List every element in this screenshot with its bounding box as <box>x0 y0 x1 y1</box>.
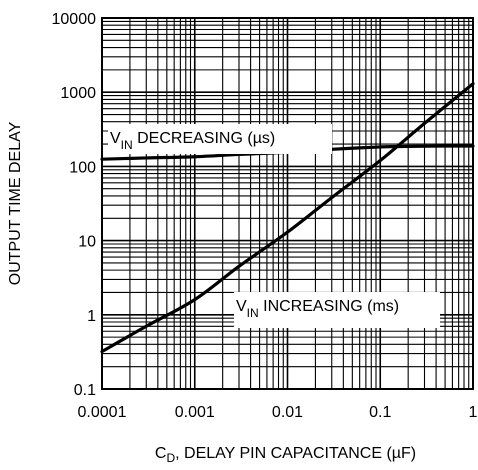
series-label-rest: DECREASING (µs) <box>133 130 276 147</box>
plot-frame <box>101 17 474 390</box>
grid <box>102 18 473 389</box>
x-axis-label-subscript: D <box>166 451 175 465</box>
series-label-rest: INCREASING (ms) <box>259 298 399 315</box>
y-tick-label: 100 <box>69 159 96 176</box>
y-tick-label: 1 <box>87 308 96 325</box>
y-axis-label: OUTPUT TIME DELAY <box>7 121 24 285</box>
series-label-background <box>108 124 332 154</box>
series-label-subscript: IN <box>247 306 259 320</box>
annotations: VIN DECREASING (µs)VIN INCREASING (ms) <box>108 124 440 328</box>
series-label-main: V <box>236 298 247 315</box>
x-tick-label: 1 <box>469 404 478 421</box>
x-tick-labels: 0.0001 0.001 0.01 0.1 1 <box>78 404 478 421</box>
x-axis-label-main: C <box>155 445 167 462</box>
y-tick-label: 1000 <box>60 85 96 102</box>
series-label-background <box>234 292 440 328</box>
y-tick-label: 10 <box>78 234 96 251</box>
y-tick-label: 0.1 <box>74 382 96 399</box>
series-label-subscript: IN <box>121 138 133 152</box>
x-tick-label: 0.001 <box>175 404 215 421</box>
series-line-vin-increasing <box>100 82 475 354</box>
series-label-vin-increasing: VIN INCREASING (ms) <box>236 298 399 320</box>
x-tick-label: 0.01 <box>272 404 303 421</box>
x-tick-label: 0.1 <box>369 404 391 421</box>
x-axis-label: CD, DELAY PIN CAPACITANCE (µF) <box>155 445 416 465</box>
y-tick-labels: 0.1 1 10 100 1000 10000 <box>52 11 97 399</box>
series-label-vin-decreasing: VIN DECREASING (µs) <box>110 130 275 152</box>
x-tick-label: 0.0001 <box>78 404 127 421</box>
x-axis-label-rest: , DELAY PIN CAPACITANCE (µF) <box>175 445 416 462</box>
y-tick-label: 10000 <box>52 11 97 28</box>
series-label-main: V <box>110 130 121 147</box>
